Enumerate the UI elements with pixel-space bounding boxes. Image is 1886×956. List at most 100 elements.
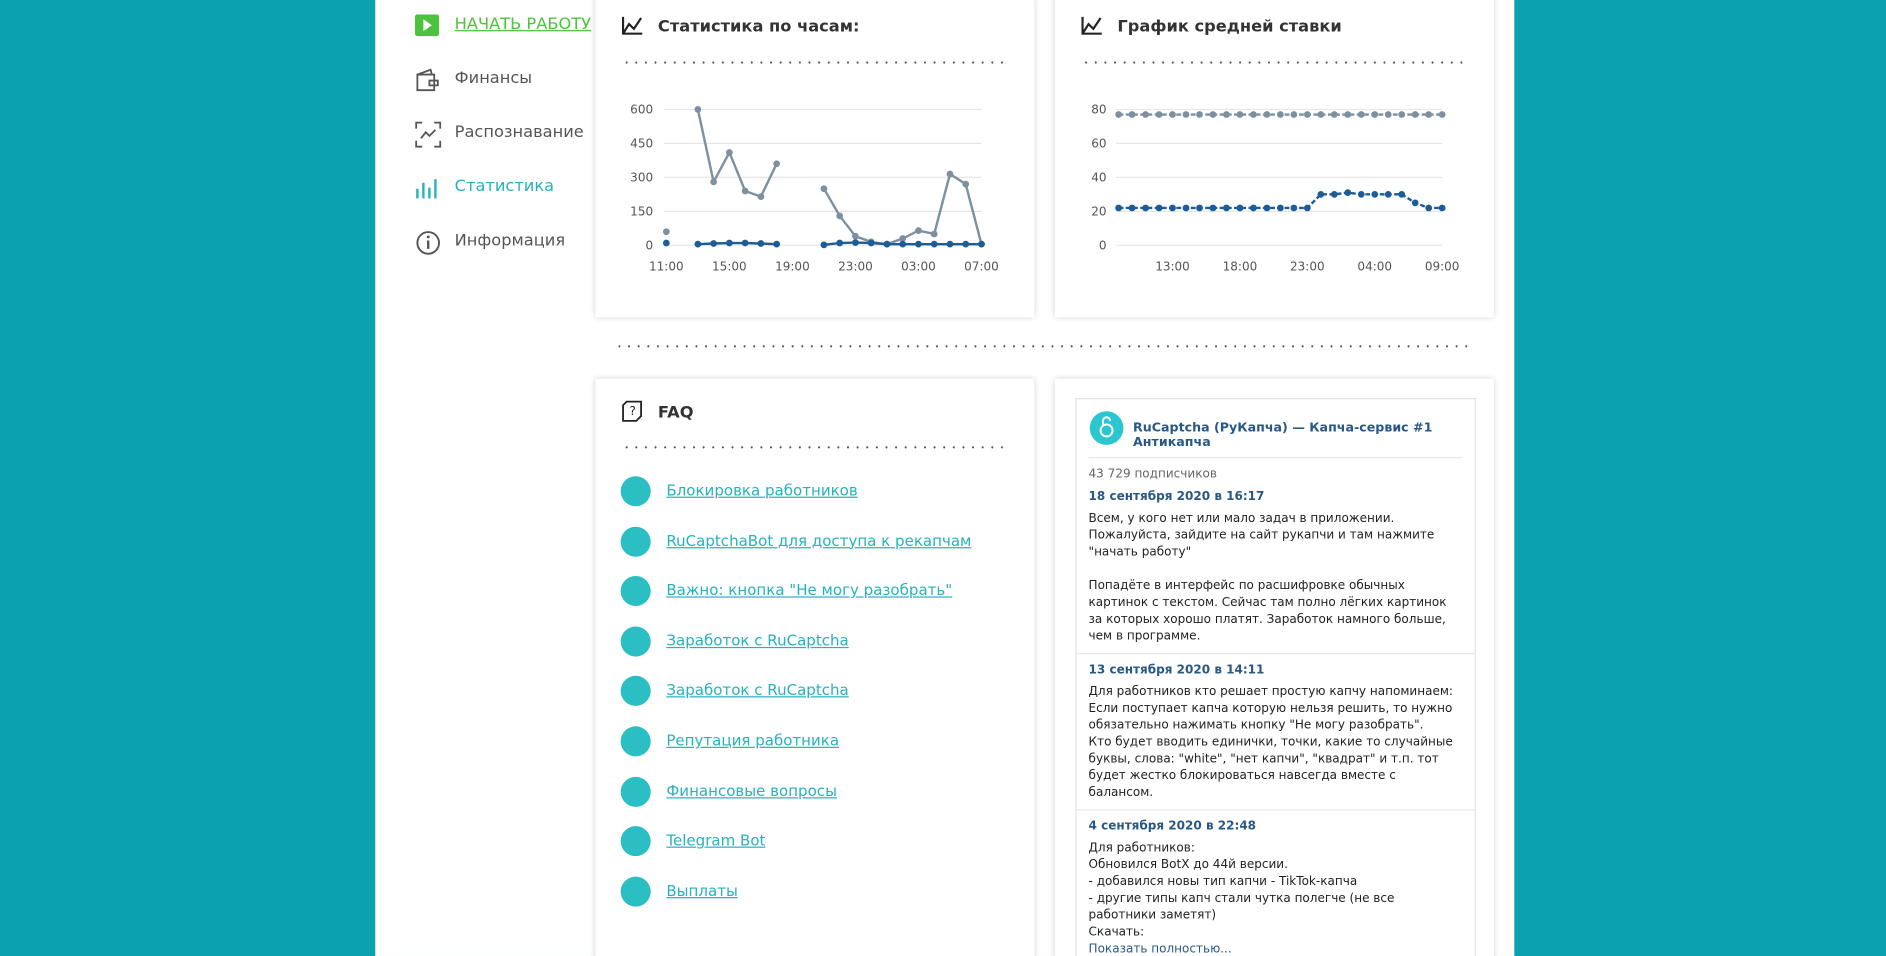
point — [1263, 111, 1271, 118]
point — [1115, 204, 1122, 212]
point — [1398, 190, 1406, 198]
y-tick-label: 40 — [1091, 171, 1106, 185]
point — [915, 240, 922, 248]
point — [1330, 111, 1338, 118]
svg-text:?: ? — [629, 404, 635, 418]
point — [773, 160, 781, 168]
rate-card: График средней ставки 0 20 40 60 80 13:00 18:0… — [1054, 0, 1494, 318]
vk-posts: 18 сентября 2020 в 16:17 Всем, у кого нет… — [1076, 490, 1475, 956]
point — [1128, 204, 1136, 212]
x-tick-label: 23:00 — [1290, 260, 1325, 274]
point — [1142, 111, 1149, 118]
menu-info[interactable]: Информация — [454, 230, 566, 251]
point — [962, 240, 970, 248]
faq-link[interactable]: Важно: кнопка "Не могу разобрать" — [666, 581, 953, 600]
point — [1223, 204, 1230, 212]
vk-avatar — [1089, 411, 1124, 445]
faq-icon — [620, 626, 651, 657]
series-line — [822, 172, 983, 246]
x-tick-label: 04:00 — [1357, 260, 1392, 274]
post-date[interactable]: 4 сентября 2020 в 22:48 — [1088, 820, 1257, 834]
point — [1303, 204, 1311, 212]
x-tick-label: 07:00 — [964, 260, 999, 274]
finance-icon — [416, 68, 439, 92]
point — [1182, 111, 1190, 118]
chart: 0 150 300 450 600 11:00 15:00 19:00 23:00 03:00 07… — [630, 103, 999, 274]
point — [899, 235, 907, 242]
x-tick-label: 09:00 — [1425, 260, 1460, 274]
show-more[interactable]: Показать полностью... — [1088, 942, 1232, 956]
point — [1263, 204, 1271, 212]
post-date[interactable]: 18 сентября 2020 в 16:17 — [1088, 490, 1265, 504]
point — [710, 178, 717, 186]
faq-link[interactable]: Telegram Bot — [666, 831, 766, 850]
post-text: Для работников: Обновился BotX до 44й ве… — [1088, 841, 1395, 940]
point — [852, 239, 859, 246]
point — [1303, 111, 1311, 118]
menu-stats[interactable]: Статистика — [454, 176, 555, 197]
y-tick-label: 600 — [630, 103, 653, 117]
x-tick-label: 18:00 — [1223, 260, 1258, 274]
point — [1209, 204, 1217, 212]
menu-finance[interactable]: Финансы — [454, 68, 533, 88]
point — [836, 239, 844, 247]
point — [1371, 190, 1379, 198]
point — [1425, 204, 1433, 212]
menu-recognition[interactable]: Распознавание — [454, 122, 584, 142]
x-tick-label: 15:00 — [712, 260, 747, 274]
x-tick-label: 13:00 — [1155, 260, 1190, 274]
y-tick-label: 0 — [1099, 239, 1107, 253]
point — [773, 240, 781, 248]
point — [1344, 189, 1352, 197]
vk-card — [1054, 378, 1494, 956]
point — [1182, 204, 1190, 212]
point — [962, 180, 970, 188]
separator — [621, 61, 1007, 64]
point — [1169, 111, 1176, 118]
point — [1277, 111, 1284, 118]
stats-icon — [416, 179, 437, 199]
point — [978, 240, 985, 248]
point — [836, 212, 844, 220]
point — [1223, 111, 1230, 118]
faq-link[interactable]: Выплаты — [666, 881, 738, 900]
faq-link[interactable]: Заработок с RuCaptcha — [666, 631, 849, 650]
point — [1317, 190, 1325, 198]
faq-link[interactable]: Репутация работника — [666, 731, 840, 750]
point — [1317, 111, 1325, 118]
chart-icon — [1081, 16, 1102, 35]
point — [1196, 111, 1203, 118]
faq-link[interactable]: Блокировка работников — [666, 481, 858, 500]
post-date[interactable]: 13 сентября 2020 в 14:11 — [1088, 663, 1265, 678]
y-tick-label: 150 — [630, 205, 653, 219]
point — [710, 240, 717, 247]
point — [1425, 111, 1433, 118]
faq-link[interactable]: Финансовые вопросы — [666, 781, 837, 800]
point — [930, 240, 938, 248]
faq-link[interactable]: Заработок с RuCaptcha — [666, 681, 849, 700]
point — [1371, 111, 1379, 118]
point — [694, 106, 702, 113]
vk-title[interactable]: RuCaptcha (РуКапча) — Капча-сервис #1 Ан… — [1133, 420, 1433, 450]
menu-start[interactable]: НАЧАТЬ РАБОТУ — [454, 14, 592, 34]
faq-title: FAQ — [657, 402, 694, 423]
chart: 0 20 40 60 80 13:00 18:00 23:00 04:00 09:00 — [1091, 103, 1460, 274]
point — [757, 240, 765, 247]
vk-header: RuCaptcha (РуКапча) — Капча-сервис #1 Ан… — [1088, 399, 1463, 459]
faq-icon — [620, 876, 651, 907]
faq-icon — [620, 826, 651, 857]
faq-icon — [620, 726, 651, 757]
x-tick-label: 23:00 — [838, 260, 873, 274]
point — [1290, 204, 1298, 212]
point — [1196, 204, 1203, 212]
point — [1236, 111, 1244, 118]
chart-icon — [621, 16, 643, 35]
point — [946, 240, 954, 248]
point — [1357, 190, 1365, 198]
y-tick-label: 450 — [630, 137, 653, 151]
point — [820, 185, 828, 193]
point — [1438, 204, 1446, 212]
point — [852, 232, 859, 240]
faq-link[interactable]: RuCaptchaBot для доступа к рекапчам — [666, 531, 972, 550]
